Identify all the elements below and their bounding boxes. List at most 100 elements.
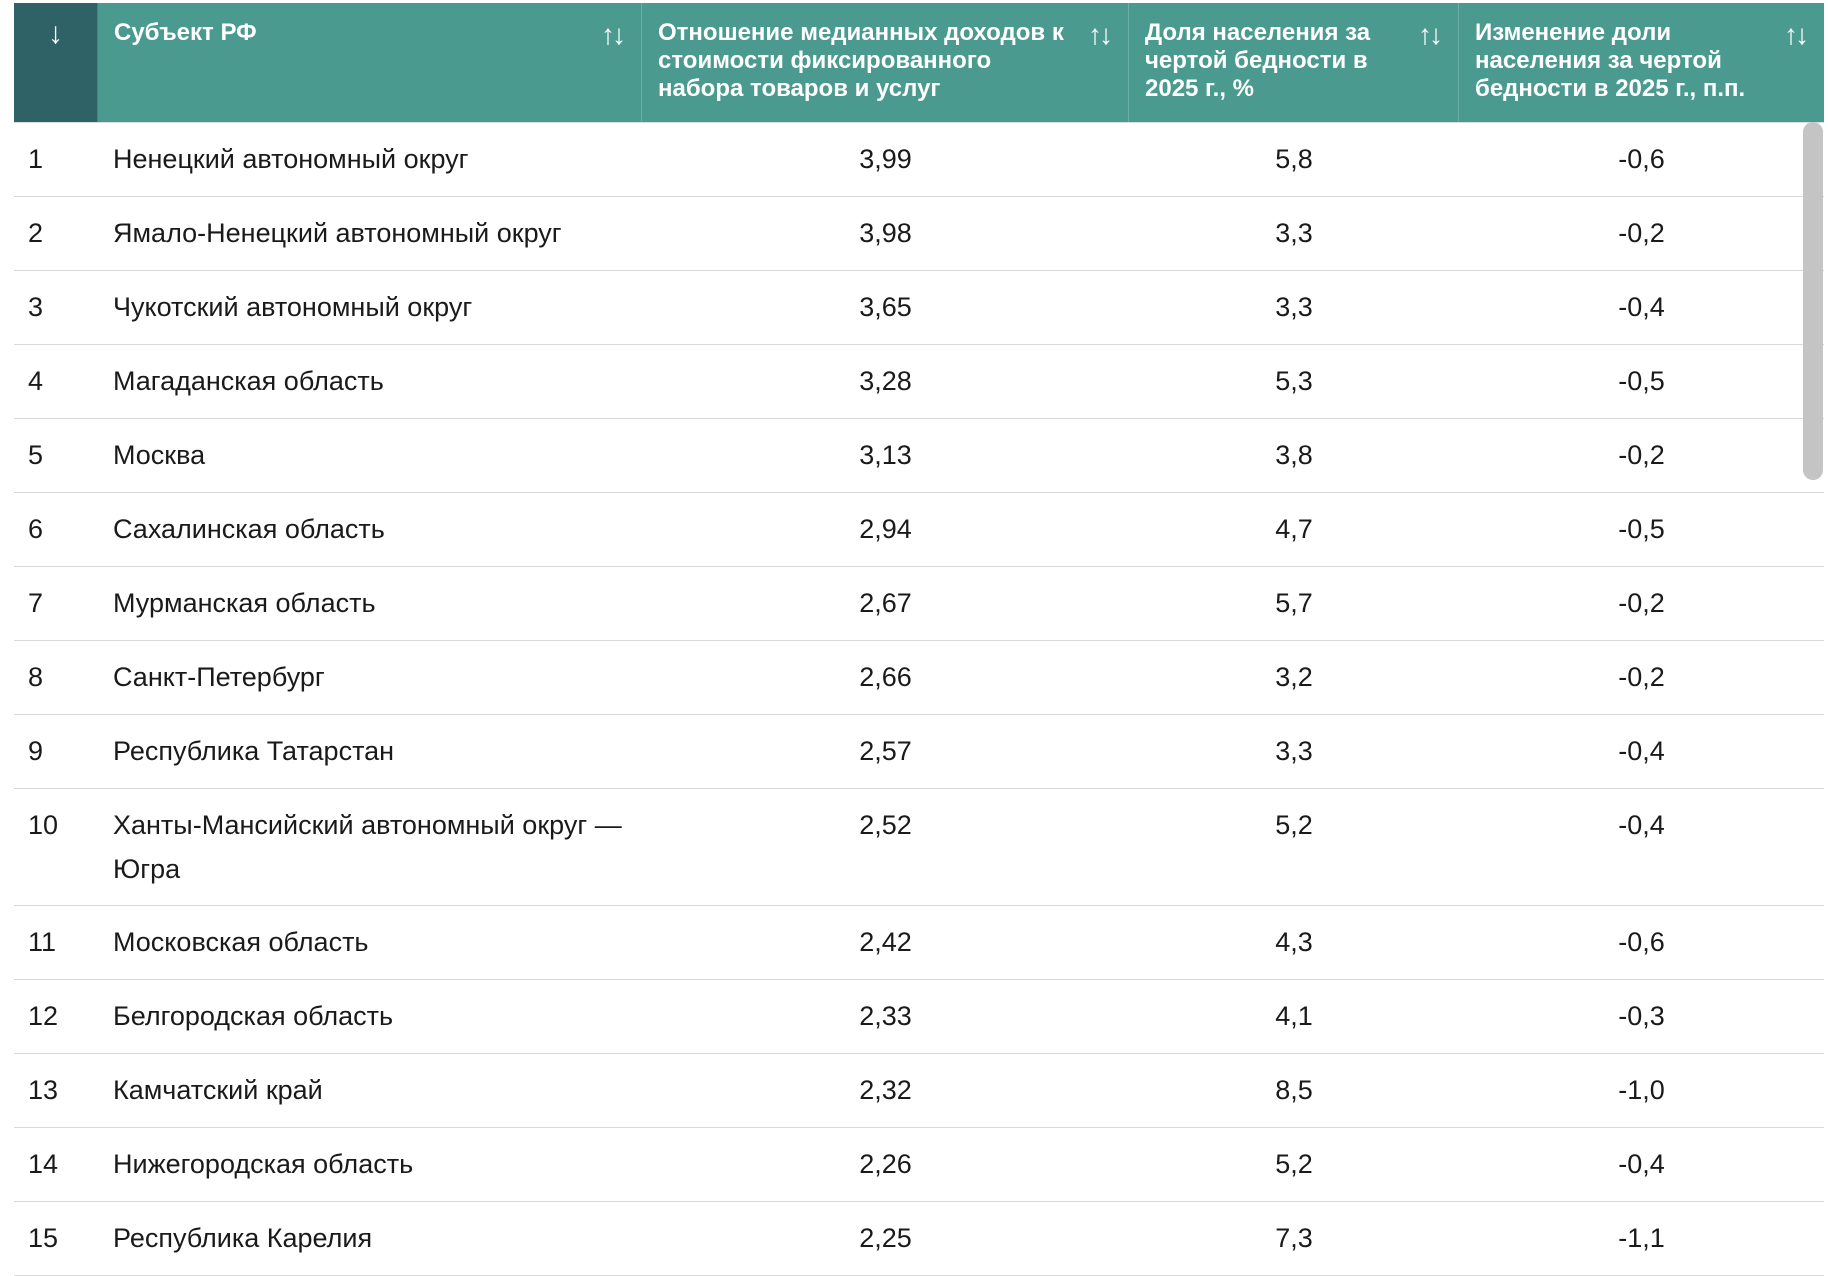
table-row: 1 Ненецкий автономный округ 3,99 5,8 -0,6 (14, 123, 1824, 197)
rank-cell: 3 (28, 292, 44, 322)
scrollbar-thumb[interactable] (1803, 122, 1823, 480)
table-row: 6 Сахалинская область 2,94 4,7 -0,5 (14, 493, 1824, 567)
rank-column-header[interactable]: ↓ (14, 3, 98, 122)
ratio-cell: 3,99 (859, 144, 912, 174)
change-cell: -0,6 (1618, 144, 1665, 174)
region-name-cell: Белгородская область (113, 1001, 394, 1031)
region-name-cell: Республика Татарстан (113, 736, 395, 766)
ratio-cell: 2,66 (859, 662, 912, 692)
table-row: 13 Камчатский край 2,32 8,5 -1,0 (14, 1054, 1824, 1128)
share-cell: 5,2 (1275, 810, 1313, 840)
rank-cell: 7 (28, 588, 44, 618)
rank-cell: 14 (28, 1149, 59, 1179)
ratio-cell: 2,33 (859, 1001, 912, 1031)
change-cell: -0,4 (1618, 1149, 1665, 1179)
change-cell: -0,4 (1618, 736, 1665, 766)
share-cell: 7,3 (1275, 1223, 1313, 1253)
share-cell: 3,2 (1275, 662, 1313, 692)
rank-cell: 13 (28, 1075, 59, 1105)
table-row: 10 Ханты-Мансийский автономный округ — Юг… (14, 789, 1824, 906)
change-cell: -0,3 (1618, 1001, 1665, 1031)
ratio-cell: 2,57 (859, 736, 912, 766)
table-row: 12 Белгородская область 2,33 4,1 -0,3 (14, 980, 1824, 1054)
rank-cell: 8 (28, 662, 44, 692)
header-label-share: Доля населения за чертой бедности в 2025… (1145, 19, 1371, 102)
ratio-cell: 3,28 (859, 366, 912, 396)
rank-cell: 12 (28, 1001, 59, 1031)
change-cell: -0,2 (1618, 218, 1665, 248)
share-cell: 5,8 (1275, 144, 1313, 174)
ratio-cell: 3,13 (859, 440, 912, 470)
share-cell: 3,3 (1275, 218, 1313, 248)
region-name-cell: Сахалинская область (113, 514, 385, 544)
table-row: 8 Санкт-Петербург 2,66 3,2 -0,2 (14, 641, 1824, 715)
header-label-ratio: Отношение медианных доходов к стоимости … (658, 19, 1064, 102)
change-cell: -0,5 (1618, 514, 1665, 544)
rank-cell: 11 (28, 927, 57, 957)
change-cell: -1,1 (1618, 1223, 1665, 1253)
region-name-cell: Ненецкий автономный округ (113, 144, 469, 174)
region-name-cell: Ханты-Мансийский автономный округ — Югра (113, 810, 622, 884)
share-cell: 5,7 (1275, 588, 1313, 618)
header-label-region: Субъект РФ (114, 19, 257, 46)
ratio-cell: 2,67 (859, 588, 912, 618)
rank-cell: 5 (28, 440, 44, 470)
change-cell: -0,4 (1618, 810, 1665, 840)
ratio-cell: 2,52 (859, 810, 912, 840)
table-row: 2 Ямало-Ненецкий автономный округ 3,98 3,3 -… (14, 197, 1824, 271)
share-cell: 3,8 (1275, 440, 1313, 470)
table-row: 9 Республика Татарстан 2,57 3,3 -0,4 (14, 715, 1824, 789)
region-name-cell: Камчатский край (113, 1075, 323, 1105)
share-cell: 5,2 (1275, 1149, 1313, 1179)
change-cell: -1,0 (1618, 1075, 1665, 1105)
table-row: 4 Магаданская область 3,28 5,3 -0,5 (14, 345, 1824, 419)
ratio-column-header[interactable]: Отношение медианных доходов к стоимости … (642, 3, 1129, 122)
sort-icon[interactable]: ↑↓ (601, 19, 626, 50)
sort-icon[interactable]: ↑↓ (1088, 19, 1113, 50)
region-column-header[interactable]: Субъект РФ ↑↓ (98, 3, 642, 122)
region-name-cell: Москва (113, 440, 206, 470)
change-cell: -0,6 (1618, 927, 1665, 957)
table-header: ↓ Субъект РФ ↑↓ Отношение медианных дохо… (14, 3, 1824, 123)
ratio-cell: 3,65 (859, 292, 912, 322)
table-row: 15 Республика Карелия 2,25 7,3 -1,1 (14, 1202, 1824, 1276)
table-row: 5 Москва 3,13 3,8 -0,2 (14, 419, 1824, 493)
change-cell: -0,4 (1618, 292, 1665, 322)
share-cell: 4,7 (1275, 514, 1313, 544)
change-cell: -0,2 (1618, 662, 1665, 692)
change-cell: -0,5 (1618, 366, 1665, 396)
table-row: 11 Московская область 2,42 4,3 -0,6 (14, 906, 1824, 980)
rank-cell: 15 (28, 1223, 59, 1253)
table-row: 14 Нижегородская область 2,26 5,2 -0,4 (14, 1128, 1824, 1202)
region-name-cell: Магаданская область (113, 366, 384, 396)
share-cell: 5,3 (1275, 366, 1313, 396)
rank-cell: 2 (28, 218, 44, 248)
ratio-cell: 2,32 (859, 1075, 912, 1105)
share-cell: 4,3 (1275, 927, 1313, 957)
ratio-cell: 2,42 (859, 927, 912, 957)
change-column-header[interactable]: Изменение доли населения за чертой бедно… (1459, 3, 1824, 122)
region-name-cell: Мурманская область (113, 588, 376, 618)
region-name-cell: Нижегородская область (113, 1149, 414, 1179)
sort-icon[interactable]: ↑↓ (1784, 19, 1809, 50)
region-name-cell: Санкт-Петербург (113, 662, 325, 692)
ratio-cell: 3,98 (859, 218, 912, 248)
rank-cell: 10 (28, 810, 59, 840)
rank-cell: 6 (28, 514, 44, 544)
share-column-header[interactable]: Доля населения за чертой бедности в 2025… (1129, 3, 1459, 122)
share-cell: 3,3 (1275, 292, 1313, 322)
rank-cell: 1 (28, 144, 44, 174)
ratio-cell: 2,26 (859, 1149, 912, 1179)
table-row: 3 Чукотский автономный округ 3,65 3,3 -0,4 (14, 271, 1824, 345)
ratio-cell: 2,25 (859, 1223, 912, 1253)
share-cell: 3,3 (1275, 736, 1313, 766)
table-body: 1 Ненецкий автономный округ 3,99 5,8 -0,6 2 Ям… (14, 123, 1824, 1276)
rank-cell: 4 (28, 366, 44, 396)
change-cell: -0,2 (1618, 588, 1665, 618)
region-name-cell: Республика Карелия (113, 1223, 373, 1253)
sort-desc-icon[interactable]: ↓ (48, 17, 63, 50)
header-label-change: Изменение доли населения за чертой бедно… (1475, 19, 1746, 102)
sort-icon[interactable]: ↑↓ (1418, 19, 1443, 50)
change-cell: -0,2 (1618, 440, 1665, 470)
data-table: ↓ Субъект РФ ↑↓ Отношение медианных дохо… (14, 3, 1824, 1276)
